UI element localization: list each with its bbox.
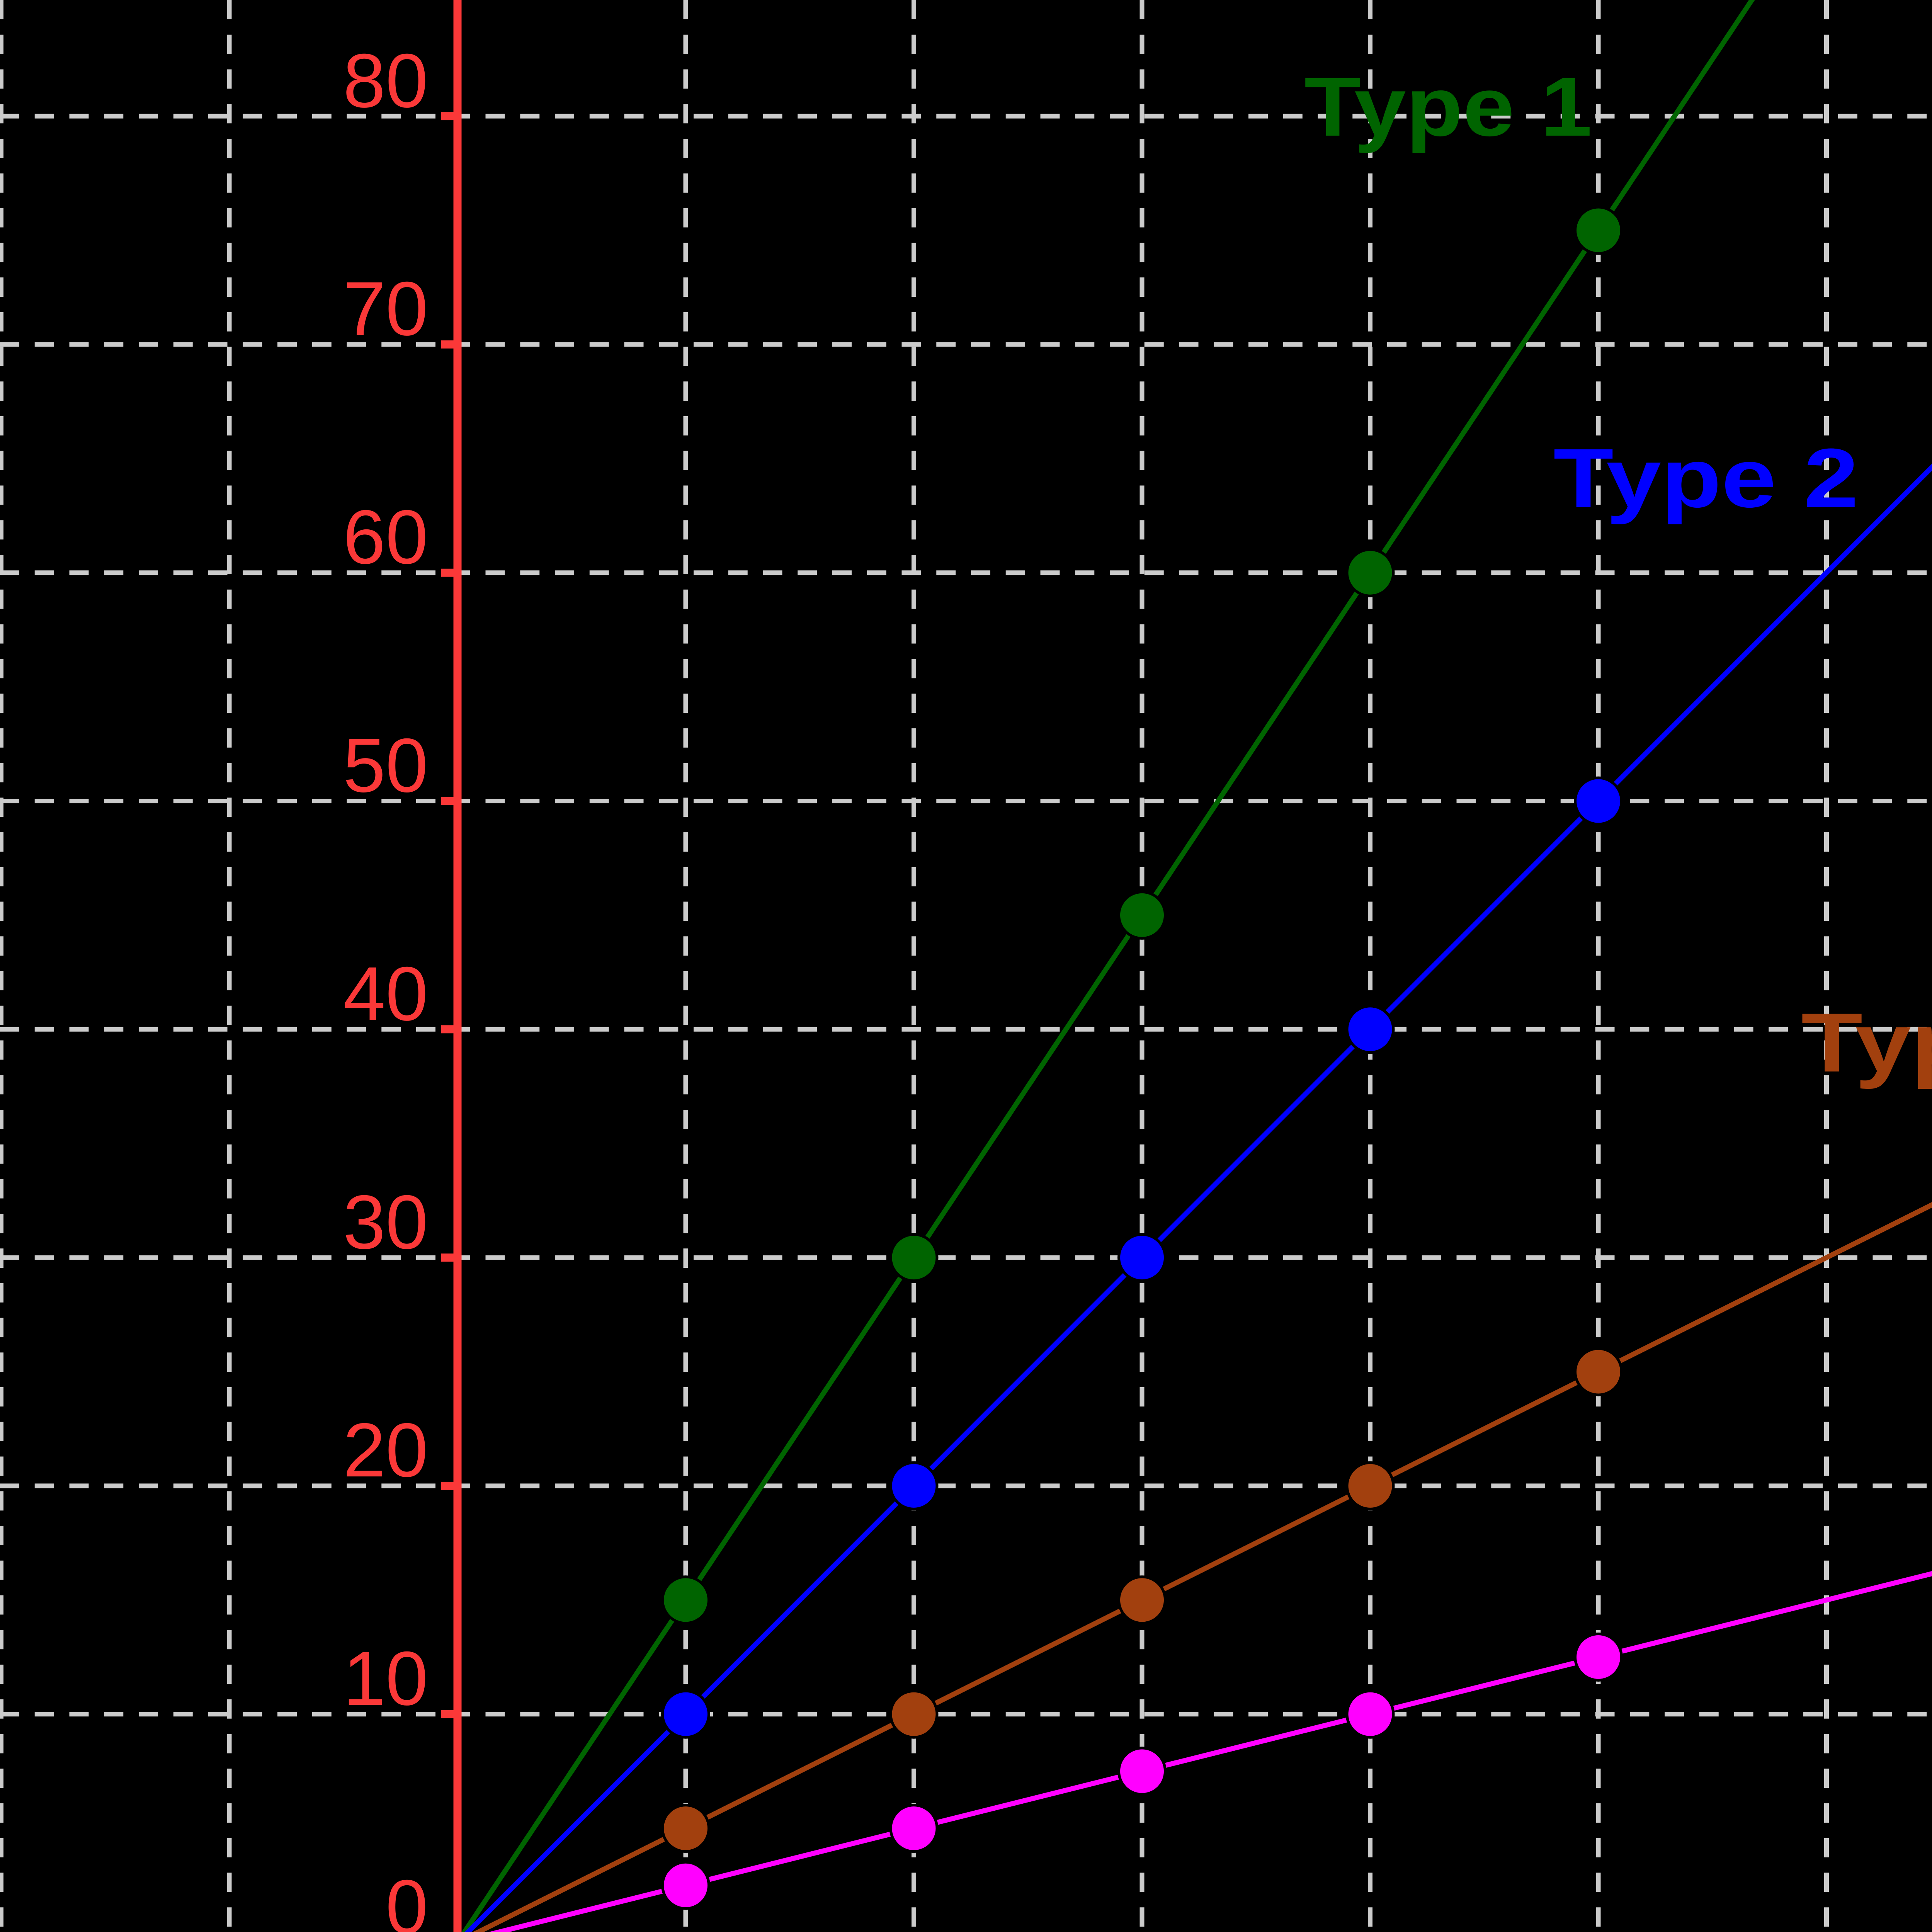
svg-text:60: 60 [343,494,428,580]
svg-text:30: 30 [343,1179,428,1265]
svg-text:40: 40 [343,951,428,1036]
svg-text:80: 80 [343,38,428,123]
svg-text:50: 50 [343,723,428,808]
svg-text:Type 3: Type 3 [1801,996,1932,1089]
svg-text:70: 70 [343,266,428,351]
svg-text:Type 1: Type 1 [1304,60,1592,153]
svg-text:10: 10 [343,1636,428,1721]
svg-text:0: 0 [386,1864,428,1932]
svg-text:20: 20 [343,1407,428,1493]
svg-text:Type 2: Type 2 [1553,431,1859,525]
